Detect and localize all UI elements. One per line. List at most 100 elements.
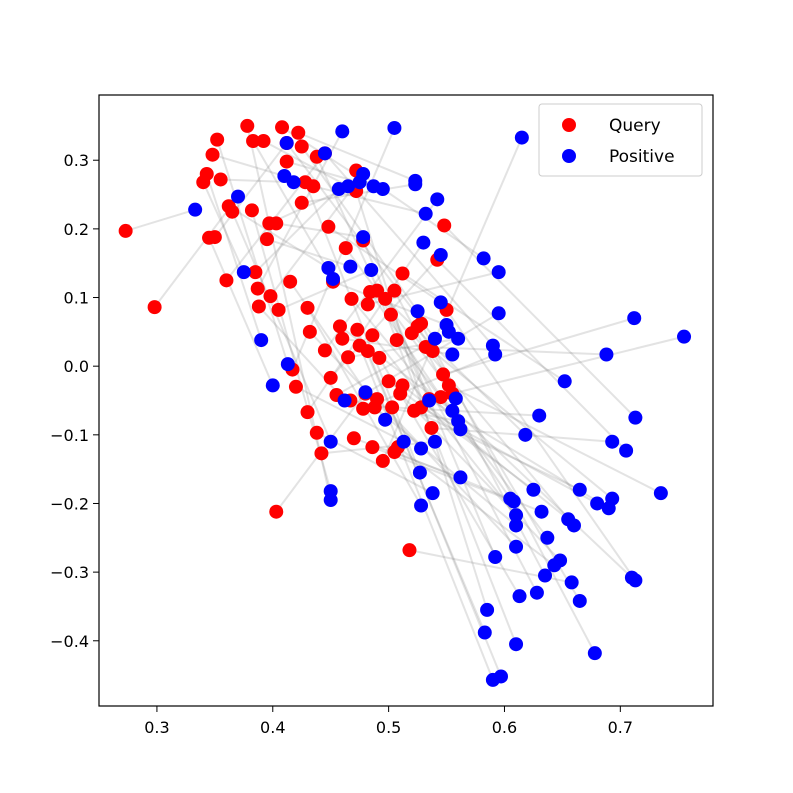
pair-line [395, 339, 549, 539]
query-point [370, 392, 385, 407]
positive-point [451, 331, 466, 346]
y-tick-label: 0.3 [64, 151, 89, 170]
query-point [424, 420, 439, 435]
legend-label-positive: Positive [609, 147, 675, 167]
query-point [372, 350, 387, 365]
positive-point [375, 182, 390, 197]
query-point [436, 367, 451, 382]
query-point [219, 273, 234, 288]
query-point [248, 265, 263, 280]
positive-point [488, 550, 503, 565]
positive-point [445, 403, 460, 418]
query-point [395, 266, 410, 281]
query-point [395, 378, 410, 393]
pair-line [228, 205, 329, 269]
pair-line [276, 222, 364, 239]
positive-point [445, 347, 460, 362]
query-point [350, 322, 365, 337]
positive-point [529, 585, 544, 600]
pair-line [442, 317, 635, 376]
pair-line [436, 259, 627, 452]
query-point [344, 291, 359, 306]
x-tick-label: 0.5 [376, 718, 401, 737]
pair-line [350, 399, 459, 423]
query-point [437, 218, 452, 233]
positive-point [414, 441, 429, 456]
positive-points [188, 120, 692, 687]
query-point [259, 232, 274, 247]
positive-point [599, 347, 614, 362]
pair-line [205, 173, 263, 341]
pair-line [432, 350, 613, 500]
pair-line [250, 210, 332, 492]
pair-line [356, 329, 486, 633]
positive-point [433, 247, 448, 262]
legend: Query Positive [538, 103, 703, 177]
positive-point [476, 251, 491, 266]
query-point [402, 543, 417, 558]
y-tick-label: −0.2 [50, 494, 89, 513]
pair-line [208, 237, 274, 386]
query-points [118, 118, 460, 558]
positive-point [254, 333, 269, 348]
positive-point [378, 412, 393, 427]
y-tick-label: 0.1 [64, 289, 89, 308]
positive-point [427, 331, 442, 346]
positive-point [425, 486, 440, 501]
positive-point [628, 573, 643, 588]
query-point [302, 324, 317, 339]
positive-point [480, 602, 495, 617]
positive-point [317, 146, 332, 161]
positive-point [356, 166, 371, 181]
positive-point [430, 192, 445, 207]
query-point [213, 172, 228, 187]
query-point [207, 230, 222, 245]
pair-line [381, 137, 523, 462]
pair-line [300, 145, 419, 312]
positive-point [408, 177, 423, 192]
query-point [269, 504, 284, 519]
positive-point [540, 530, 555, 545]
legend-label-query: Query [609, 116, 661, 136]
query-point [381, 374, 396, 389]
query-point [291, 125, 306, 140]
query-point [317, 343, 332, 358]
pair-line [315, 156, 431, 401]
positive-point [553, 553, 568, 568]
query-point [283, 274, 298, 289]
pair-line [297, 131, 416, 182]
query-point [246, 133, 261, 148]
query-point [306, 179, 321, 194]
positive-point [605, 434, 620, 449]
pair-line [254, 188, 340, 273]
query-point [256, 133, 271, 148]
query-point [288, 379, 303, 394]
positive-point [396, 434, 411, 449]
pair-line [397, 446, 555, 567]
positive-point [491, 306, 506, 321]
query-point [387, 283, 402, 298]
query-point [378, 291, 393, 306]
query-point [250, 281, 265, 296]
query-point [385, 400, 400, 415]
query-point [360, 344, 375, 359]
positive-point [628, 410, 643, 425]
positive-point [653, 486, 668, 501]
query-point [225, 204, 240, 219]
positive-point [564, 575, 579, 590]
x-tick-label: 0.4 [260, 718, 285, 737]
query-point [210, 132, 225, 147]
positive-point [572, 482, 587, 497]
positive-point [493, 669, 508, 684]
positive-point [387, 120, 402, 135]
query-point [365, 440, 380, 455]
pair-line [252, 140, 334, 280]
y-tick-label: −0.4 [50, 632, 89, 651]
positive-point [491, 265, 506, 280]
positive-point [526, 482, 541, 497]
positive-point [453, 422, 468, 437]
positive-point [509, 508, 524, 523]
pair-line [153, 196, 239, 308]
query-point [383, 307, 398, 322]
